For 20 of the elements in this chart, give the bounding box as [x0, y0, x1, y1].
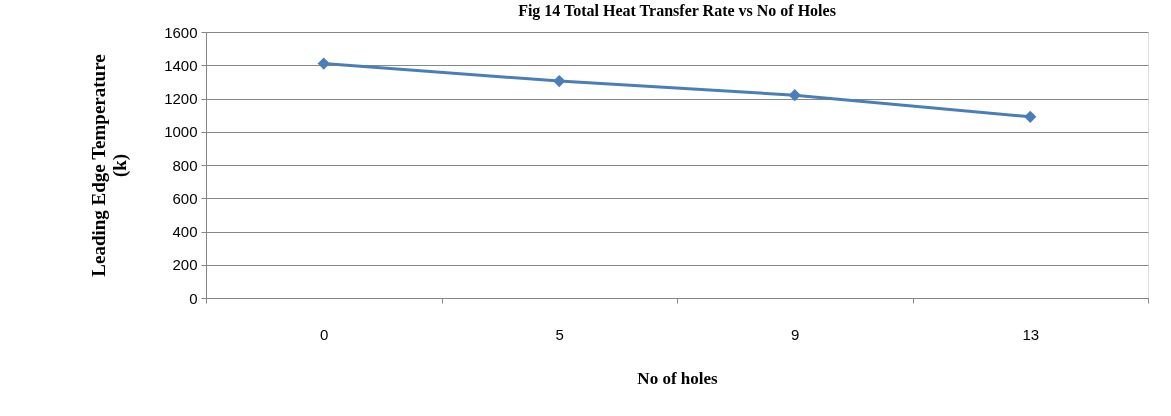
point: [553, 74, 566, 88]
y-tick-label: 800: [172, 156, 198, 174]
point: [788, 89, 801, 102]
x-tick-label: 9: [791, 325, 800, 343]
y-axis-title: Leading Edge Temperature (k): [88, 54, 132, 277]
x-tick-label: 5: [555, 325, 564, 343]
y-tick-label: 600: [172, 189, 198, 207]
chart-title: Fig 14 Total Heat Transfer Rate vs No of Holes: [518, 2, 836, 20]
y-tick-label: 1400: [164, 56, 198, 74]
x-axis-title: No of holes: [637, 368, 719, 388]
point: [317, 57, 330, 70]
y-tick-label: 400: [172, 223, 198, 240]
y-tick-label: 0: [189, 289, 198, 307]
y-tick-label: 200: [172, 256, 198, 274]
y-tick-label: 1600: [164, 23, 198, 41]
x-tick-label: 13: [1022, 325, 1040, 343]
point: [1024, 110, 1037, 123]
y-tick-label: 1200: [164, 90, 198, 107]
y-tick-label: 1000: [164, 123, 198, 141]
x-tick-label: 0: [320, 325, 329, 343]
